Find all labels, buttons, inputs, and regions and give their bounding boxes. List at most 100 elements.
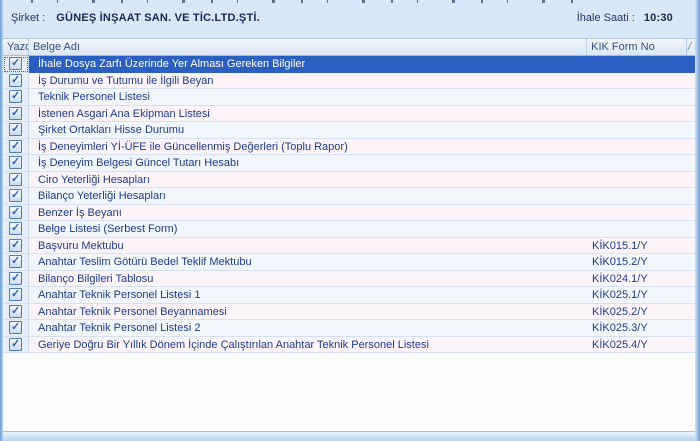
document-name-cell[interactable]: Teknik Personel Listesi (29, 89, 588, 106)
form-no-cell (588, 139, 688, 155)
table-row[interactable]: İstenen Asgari Ana Ekipman Listesi (3, 105, 695, 122)
form-no-cell: KİK024.1/Y (588, 271, 688, 287)
table-row[interactable]: Şirket Ortakları Hisse Durumu (3, 122, 695, 139)
print-checkbox[interactable] (9, 337, 22, 351)
row-tail (688, 122, 695, 139)
print-checkbox[interactable] (9, 73, 22, 87)
table-row[interactable]: Bilanço Bilgileri Tablosu KİK024.1/Y (3, 270, 695, 287)
form-no-cell (588, 172, 688, 188)
print-checkbox[interactable] (9, 304, 22, 318)
print-checkbox[interactable] (9, 106, 22, 120)
document-name-cell[interactable]: Bilanço Yeterliği Hesapları (29, 188, 588, 205)
print-checkbox-cell (3, 270, 29, 287)
row-tail (688, 221, 695, 238)
print-checkbox[interactable] (9, 205, 22, 219)
print-checkbox-cell (3, 89, 29, 106)
column-header-form-no[interactable]: KIK Form No (587, 39, 687, 55)
table-row[interactable]: Ciro Yeterliği Hesapları (3, 171, 695, 188)
document-name-cell[interactable]: İş Deneyimleri Yİ-ÜFE ile Güncellenmiş D… (29, 139, 588, 155)
print-checkbox[interactable] (9, 320, 22, 335)
form-no-cell: KİK015.2/Y (588, 254, 688, 271)
print-checkbox[interactable] (9, 254, 22, 269)
print-checkbox[interactable] (9, 56, 22, 71)
table-row[interactable]: İş Deneyim Belgesi Güncel Tutarı Hesabı (3, 155, 695, 172)
row-tail (688, 320, 695, 337)
print-checkbox[interactable] (9, 139, 22, 153)
form-no-cell: KİK025.1/Y (588, 287, 688, 304)
print-checkbox-cell (3, 56, 29, 73)
document-name-cell[interactable]: İstenen Asgari Ana Ekipman Listesi (29, 106, 588, 122)
table-row[interactable]: İş Deneyimleri Yİ-ÜFE ile Güncellenmiş D… (3, 138, 695, 155)
row-tail (688, 188, 695, 205)
document-name-cell[interactable]: Anahtar Teknik Personel Listesi 2 (29, 320, 588, 337)
document-name-cell[interactable]: Benzer İş Beyanı (29, 205, 588, 221)
document-name-cell[interactable]: Şirket Ortakları Hisse Durumu (29, 122, 588, 139)
table-row[interactable]: Benzer İş Beyanı (3, 204, 695, 221)
print-checkbox-cell (3, 188, 29, 205)
form-no-cell: KİK025.3/Y (588, 320, 688, 337)
print-checkbox-cell (3, 72, 29, 89)
form-no-cell (588, 106, 688, 122)
print-checkbox[interactable] (9, 271, 22, 285)
company-label: Şirket : (11, 12, 46, 24)
row-tail (688, 106, 695, 122)
print-checkbox-cell (3, 303, 29, 320)
print-checkbox-cell (3, 237, 29, 254)
print-checkbox-cell (3, 254, 29, 271)
print-checkbox-cell (3, 336, 29, 353)
row-tail (688, 73, 695, 89)
form-no-cell (588, 56, 688, 73)
table-row[interactable]: Anahtar Teknik Personel Beyannamesi KİK0… (3, 303, 695, 320)
document-name-cell[interactable]: İş Durumu ve Tutumu ile İlgili Beyan (29, 73, 588, 89)
document-name-cell[interactable]: Bilanço Bilgileri Tablosu (29, 271, 588, 287)
table-row[interactable]: Başvuru Mektubu KİK015.1/Y (3, 237, 695, 254)
table-row[interactable]: İhale Dosya Zarfı Üzerinde Yer Alması Ge… (3, 56, 695, 73)
form-no-cell (588, 73, 688, 89)
column-header-document-name[interactable]: Belge Adı (29, 39, 588, 55)
print-checkbox-cell (3, 171, 29, 188)
row-tail (688, 238, 695, 254)
row-tail (688, 205, 695, 221)
document-name-cell[interactable]: Belge Listesi (Serbest Form) (29, 221, 588, 238)
documents-grid: Yazdır Belge Adı KIK Form No / İhale Dos… (3, 38, 695, 431)
clipped-text-fragments (31, 0, 591, 3)
print-checkbox[interactable] (9, 155, 22, 170)
grid-header: Yazdır Belge Adı KIK Form No / (3, 39, 695, 56)
print-checkbox[interactable] (9, 89, 22, 104)
document-name-cell[interactable]: Ciro Yeterliği Hesapları (29, 172, 588, 188)
form-no-cell (588, 89, 688, 106)
print-checkbox[interactable] (9, 188, 22, 203)
form-no-cell (588, 122, 688, 139)
row-tail (688, 337, 695, 353)
table-row[interactable]: Teknik Personel Listesi (3, 89, 695, 106)
row-tail (688, 56, 695, 73)
column-header-print[interactable]: Yazdır (3, 39, 29, 55)
table-row[interactable]: Anahtar Teknik Personel Listesi 1 KİK025… (3, 287, 695, 304)
form-no-cell (588, 205, 688, 221)
row-tail (688, 155, 695, 172)
table-row[interactable]: Belge Listesi (Serbest Form) (3, 221, 695, 238)
print-checkbox[interactable] (9, 287, 22, 302)
document-name-cell[interactable]: İş Deneyim Belgesi Güncel Tutarı Hesabı (29, 155, 588, 172)
print-checkbox[interactable] (9, 238, 22, 252)
print-checkbox-cell (3, 155, 29, 172)
table-row[interactable]: Anahtar Teslim Götürü Bedel Teklif Mektu… (3, 254, 695, 271)
document-name-cell[interactable]: Anahtar Teknik Personel Listesi 1 (29, 287, 588, 304)
table-row[interactable]: İş Durumu ve Tutumu ile İlgili Beyan (3, 72, 695, 89)
table-row[interactable]: Anahtar Teknik Personel Listesi 2 KİK025… (3, 320, 695, 337)
form-no-cell (588, 155, 688, 172)
document-name-cell[interactable]: Anahtar Teslim Götürü Bedel Teklif Mektu… (29, 254, 588, 271)
row-tail (688, 304, 695, 320)
table-row[interactable]: Bilanço Yeterliği Hesapları (3, 188, 695, 205)
grid-body: İhale Dosya Zarfı Üzerinde Yer Alması Ge… (3, 56, 695, 353)
document-name-cell[interactable]: Anahtar Teknik Personel Beyannamesi (29, 304, 588, 320)
row-tail (688, 254, 695, 271)
print-checkbox[interactable] (9, 172, 22, 186)
document-name-cell[interactable]: Başvuru Mektubu (29, 238, 588, 254)
row-tail (688, 89, 695, 106)
print-checkbox[interactable] (9, 221, 22, 236)
table-row[interactable]: Geriye Doğru Bir Yıllık Dönem İçinde Çal… (3, 336, 695, 353)
document-name-cell[interactable]: Geriye Doğru Bir Yıllık Dönem İçinde Çal… (29, 337, 588, 353)
document-name-cell[interactable]: İhale Dosya Zarfı Üzerinde Yer Alması Ge… (29, 56, 588, 73)
print-checkbox[interactable] (9, 122, 22, 137)
